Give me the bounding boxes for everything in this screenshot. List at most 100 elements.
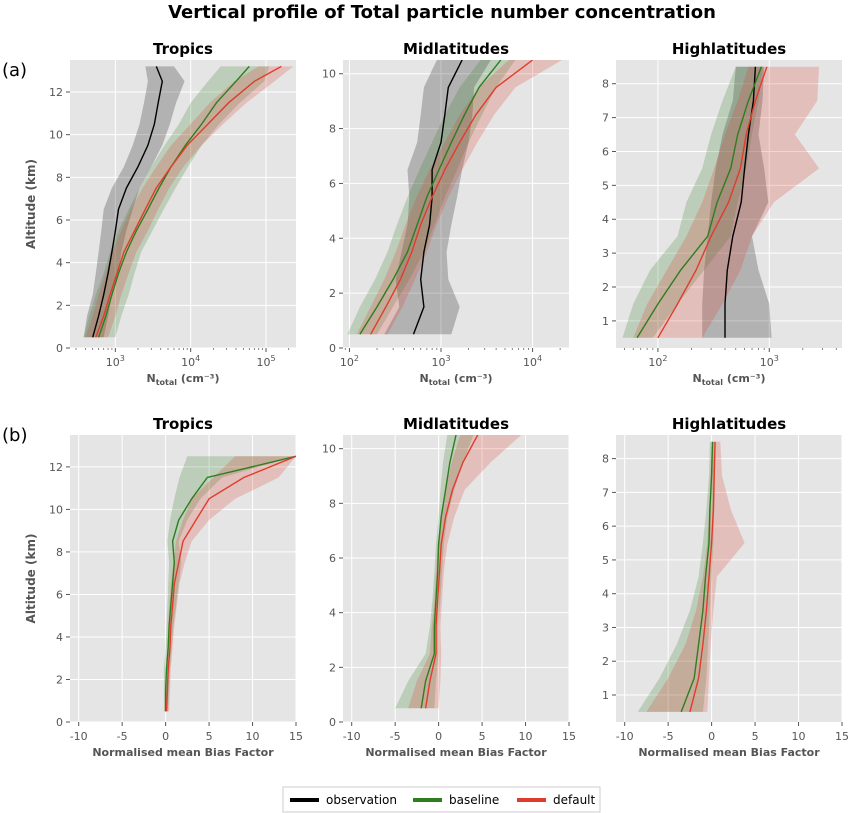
y-tick-label: 2: [329, 287, 336, 300]
y-tick-label: 3: [602, 247, 609, 260]
line-default: [165, 455, 296, 712]
legend: observation baseline default: [282, 786, 601, 813]
y-tick-label: 12: [49, 86, 63, 99]
x-tick-label: 15: [289, 730, 303, 743]
series-group: [395, 435, 522, 709]
x-tick-label: 0: [708, 730, 715, 743]
y-tick-label: 0: [56, 716, 63, 729]
x-axis-label: Ntotal (cm⁻³): [692, 372, 765, 387]
x-tick-label: 0: [162, 730, 169, 743]
y-tick-label: 2: [329, 661, 336, 674]
plot-area: [616, 435, 842, 722]
line-observation: [92, 66, 164, 338]
x-axis-label: Normalised mean Bias Factor: [365, 746, 547, 759]
y-tick-label: 4: [329, 232, 336, 245]
band-observation: [702, 66, 772, 338]
x-tick-label: 102: [340, 354, 359, 369]
grid: [616, 60, 842, 348]
y-tick-label: 6: [56, 214, 63, 227]
band-default: [356, 60, 563, 335]
line-baseline: [97, 65, 250, 338]
grid: [343, 60, 569, 349]
x-axis-label: Ntotal (cm⁻³): [146, 372, 219, 387]
y-tick-label: 2: [56, 673, 63, 686]
line-default: [689, 441, 716, 713]
x-tick-label: 5: [479, 730, 486, 743]
series-group: [622, 66, 820, 339]
y-tick-label: 10: [322, 68, 336, 81]
y-tick-label: 6: [602, 145, 609, 158]
y-tick-label: 10: [49, 129, 63, 142]
band-default: [85, 66, 294, 338]
plot-area: [616, 60, 842, 348]
panel-1: 103 104 105 0 2 4 6 8 10 12 Tropics Ntotal (cm⁻³) Al…: [24, 40, 296, 387]
band-default: [164, 456, 296, 712]
y-tick-label: 6: [329, 552, 336, 565]
panel-title: Highlatitudes: [672, 415, 786, 433]
legend-item-default: default: [517, 793, 596, 807]
band-baseline: [637, 441, 716, 712]
x-axis-label: Ntotal (cm⁻³): [419, 372, 492, 387]
series-group: [637, 441, 745, 713]
y-tick-label: 4: [56, 631, 63, 644]
band-observation: [384, 60, 491, 335]
y-tick-label: 2: [602, 655, 609, 668]
panel-5: -10 -5 0 5 10 15 0 2 4 6 8 10 Midlatitudes Normalised…: [322, 415, 576, 759]
y-tick-label: 8: [329, 123, 336, 136]
band-default: [646, 441, 745, 712]
panel-title: Tropics: [153, 415, 213, 433]
y-tick-label: 8: [329, 497, 336, 510]
y-tick-label: 4: [329, 607, 336, 620]
y-tick-label: 5: [602, 179, 609, 192]
series-group: [163, 455, 296, 712]
band-default: [633, 66, 820, 338]
x-tick-label: -5: [390, 730, 401, 743]
line-baseline: [680, 441, 714, 713]
row-label-b: (b): [2, 425, 27, 446]
x-axis-label: Normalised mean Bias Factor: [638, 746, 820, 759]
y-tick-label: 1: [602, 315, 609, 328]
line-default: [424, 435, 479, 709]
legend-label-default: default: [553, 793, 596, 807]
x-tick-label: -10: [616, 730, 634, 743]
x-axis-label: Normalised mean Bias Factor: [92, 746, 274, 759]
y-tick-label: 10: [49, 503, 63, 516]
y-tick-label: 1: [602, 689, 609, 702]
y-tick-label: 12: [49, 461, 63, 474]
x-tick-label: 0: [435, 730, 442, 743]
y-tick-label: 2: [602, 281, 609, 294]
panel-3: 102 103 1 2 3 4 5 6 7 8 Highlatitudes Ntotal (cm⁻³): [602, 40, 842, 387]
x-tick-label: 104: [523, 354, 542, 369]
y-tick-label: 5: [602, 554, 609, 567]
legend-item-baseline: baseline: [413, 793, 499, 807]
series-group: [347, 60, 563, 335]
grid: [343, 435, 570, 723]
legend-item-observation: observation: [290, 793, 397, 807]
row-label-a: (a): [2, 60, 27, 81]
x-tick-label: -10: [70, 730, 88, 743]
line-default: [369, 60, 534, 335]
x-tick-label: -5: [663, 730, 674, 743]
y-tick-label: 7: [602, 486, 609, 499]
panel-2: 102 103 104 0 2 4 6 8 10 Midlatitudes Ntotal (cm⁻³…: [322, 40, 569, 387]
panel-title: Tropics: [153, 40, 213, 58]
panel-title: Midlatitudes: [403, 415, 509, 433]
line-baseline: [164, 455, 296, 712]
plot-area: [70, 435, 296, 722]
x-tick-label: 105: [256, 354, 275, 369]
line-baseline: [636, 66, 763, 339]
y-axis-label: Altitude (km): [24, 534, 38, 624]
plot-area: [343, 435, 569, 722]
line-default: [657, 66, 768, 339]
y-tick-label: 10: [322, 443, 336, 456]
x-tick-label: 103: [431, 354, 450, 369]
y-tick-label: 4: [602, 588, 609, 601]
line-baseline: [359, 60, 502, 335]
y-tick-label: 6: [56, 588, 63, 601]
y-tick-label: 0: [56, 342, 63, 355]
y-tick-label: 0: [329, 716, 336, 729]
y-tick-label: 7: [602, 112, 609, 125]
panel-title: Midlatitudes: [403, 40, 509, 58]
y-tick-label: 3: [602, 621, 609, 634]
